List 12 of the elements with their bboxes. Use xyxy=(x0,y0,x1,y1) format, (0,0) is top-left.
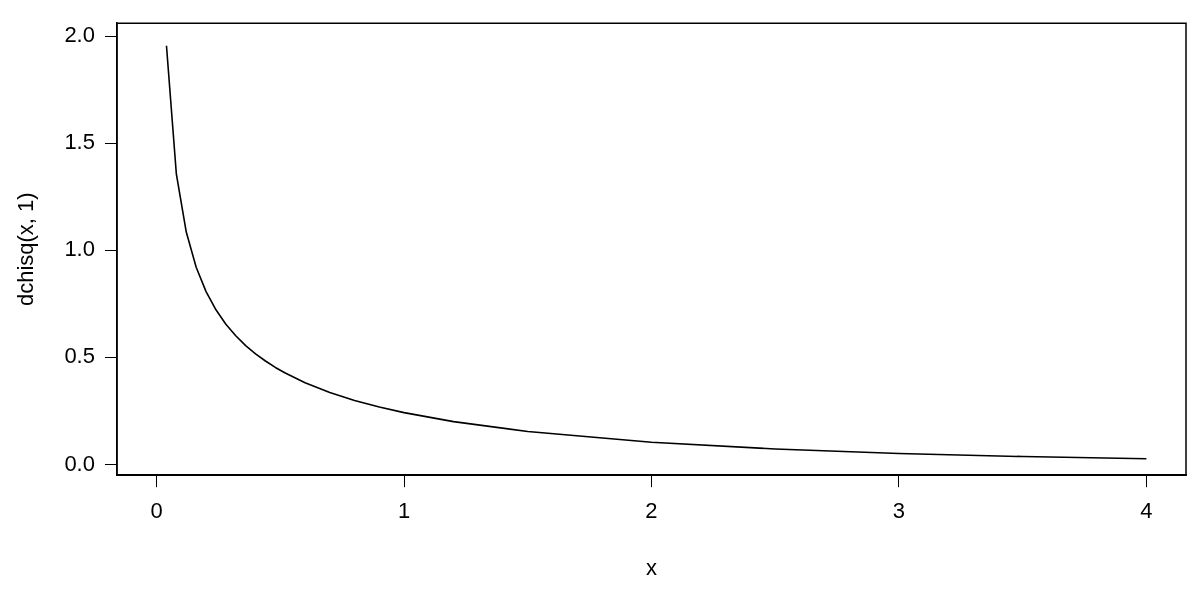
x-tick-label: 3 xyxy=(892,498,906,524)
y-tick-label: 1.0 xyxy=(64,236,95,262)
x-axis-title: x xyxy=(645,554,657,580)
y-tick-label: 2.0 xyxy=(64,22,95,48)
x-tick-label: 1 xyxy=(397,498,411,524)
y-tick-label: 0.5 xyxy=(64,343,95,369)
y-tick-label: 1.5 xyxy=(64,129,95,155)
x-tick-label: 0 xyxy=(150,498,163,524)
x-tick-label: 2 xyxy=(645,498,658,524)
y-axis-title: dchisq(x, 1) xyxy=(13,192,39,307)
y-tick-label: 0.0 xyxy=(64,450,95,476)
x-tick-label: 4 xyxy=(1140,498,1153,524)
